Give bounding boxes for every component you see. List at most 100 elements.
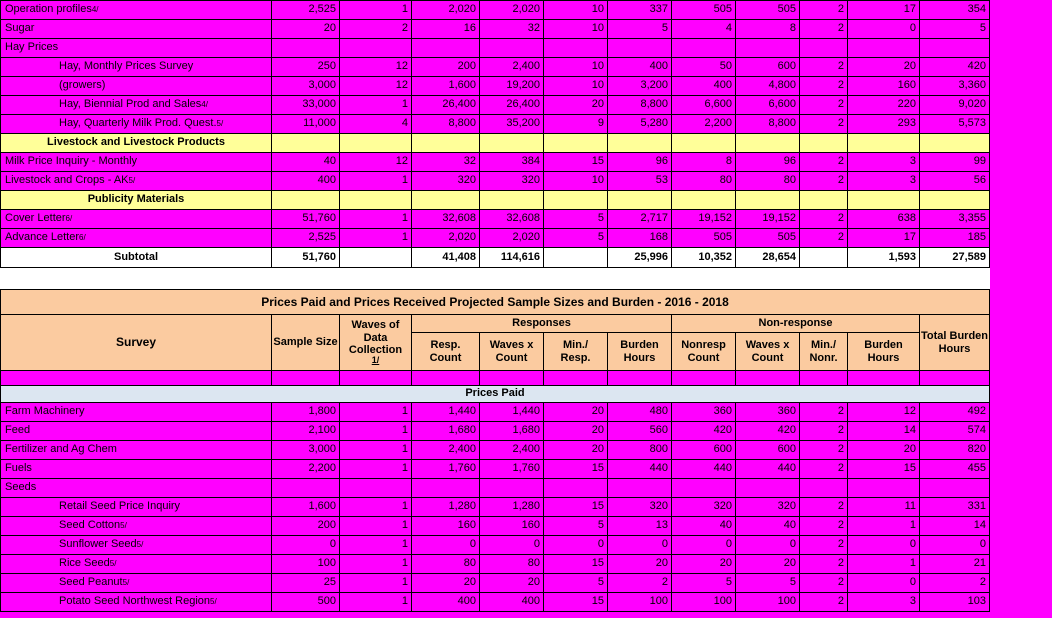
value-cell: 20 <box>412 574 480 593</box>
table-row: Advance Letter 6/2,525 1 2,020 2,020 5 168 505 5… <box>0 229 990 248</box>
footnote-marker: 5/ <box>120 521 127 530</box>
survey-label-cell: Seeds <box>0 479 272 498</box>
value-cell: 2 <box>800 422 848 441</box>
value-cell: 505 <box>672 229 736 248</box>
value-cell <box>608 39 672 58</box>
value-cell <box>544 134 608 153</box>
value-cell: 114,616 <box>480 248 544 268</box>
prices-table-title: Prices Paid and Prices Received Projecte… <box>0 290 990 315</box>
value-cell: 19,152 <box>736 210 800 229</box>
value-cell: 10 <box>544 58 608 77</box>
value-cell: 600 <box>736 441 800 460</box>
value-cell: 2 <box>800 574 848 593</box>
value-cell: 320 <box>480 172 544 191</box>
value-cell: 11 <box>848 498 920 517</box>
value-cell <box>340 39 412 58</box>
survey-label: Seed Cotton <box>59 519 121 532</box>
survey-label-cell: Rice Seed 5/ <box>0 555 272 574</box>
value-cell: 33,000 <box>272 96 340 115</box>
value-cell: 0 <box>848 536 920 555</box>
value-cell: 2 <box>920 574 990 593</box>
value-cell: 80 <box>412 555 480 574</box>
table-row: Hay, Quarterly Milk Prod. Quest. 5/11,000… <box>0 115 990 134</box>
survey-label-cell: Hay, Monthly Prices Survey <box>0 58 272 77</box>
value-cell <box>412 479 480 498</box>
value-cell <box>736 134 800 153</box>
value-cell: 2 <box>800 115 848 134</box>
value-cell <box>608 191 672 210</box>
value-cell <box>736 371 800 386</box>
survey-label-cell: Advance Letter 6/ <box>0 229 272 248</box>
value-cell: 1,440 <box>412 403 480 422</box>
value-cell: 3,355 <box>920 210 990 229</box>
value-cell: 20 <box>480 574 544 593</box>
survey-label-cell: Hay, Quarterly Milk Prod. Quest. 5/ <box>0 115 272 134</box>
value-cell: 99 <box>920 153 990 172</box>
prices-table-title-row: Prices Paid and Prices Received Projecte… <box>0 290 990 315</box>
survey-label: Retail Seed Price Inquiry <box>59 500 181 513</box>
value-cell: 20 <box>848 58 920 77</box>
value-cell: 10 <box>544 172 608 191</box>
value-cell: 400 <box>672 77 736 96</box>
value-cell: 20 <box>544 441 608 460</box>
value-cell: 1,760 <box>412 460 480 479</box>
survey-label-cell <box>0 371 272 386</box>
value-cell: 160 <box>412 517 480 536</box>
prices-table-header: Survey Sample Size Waves of Data Collect… <box>0 315 990 371</box>
value-cell <box>340 371 412 386</box>
value-cell: 1 <box>340 1 412 20</box>
value-cell: 6,600 <box>672 96 736 115</box>
value-cell: 160 <box>848 77 920 96</box>
table-row <box>0 371 990 386</box>
table-row: Potato Seed Northwest Region 5/500 1 400 400… <box>0 593 990 612</box>
header-responses-group: Responses Resp. Count Waves x Count Min.… <box>412 315 672 371</box>
survey-label-cell: Seed Peanut 5/ <box>0 574 272 593</box>
value-cell: 800 <box>608 441 672 460</box>
table-row: Livestock and Crops - AK 5/400 1 320 320 10 53… <box>0 172 990 191</box>
value-cell: 2 <box>800 536 848 555</box>
value-cell: 220 <box>848 96 920 115</box>
header-min-per-resp: Min./ Resp. <box>544 333 608 371</box>
value-cell: 320 <box>608 498 672 517</box>
value-cell: 293 <box>848 115 920 134</box>
table-row: Seed Peanut 5/25 1 20 20 5 2 5 5 2 0 2 <box>0 574 990 593</box>
footnote-marker: 5/ <box>136 540 144 549</box>
survey-label: Hay, Biennial Prod and Sales <box>59 98 202 111</box>
survey-label-cell: Potato Seed Northwest Region 5/ <box>0 593 272 612</box>
sheet-right-margin <box>990 0 1052 618</box>
value-cell: 3,000 <box>272 441 340 460</box>
header-total-burden-hours: Total Burden Hours <box>920 315 990 371</box>
value-cell: 1 <box>340 403 412 422</box>
survey-label: Hay, Monthly Prices Survey <box>59 60 194 73</box>
value-cell: 14 <box>920 517 990 536</box>
footnote-marker: 5/ <box>210 597 217 606</box>
header-nonresp-burden-hours: Burden Hours <box>848 333 920 371</box>
value-cell: 1,680 <box>412 422 480 441</box>
value-cell <box>544 248 608 268</box>
value-cell <box>340 134 412 153</box>
footnote-marker: 6/ <box>79 233 86 242</box>
header-nonresponse-subrow: Nonresp Count Waves x Count Min./ Nonr. … <box>672 333 920 371</box>
survey-label-cell: Operation profiles 4/ <box>0 1 272 20</box>
value-cell: 25,996 <box>608 248 672 268</box>
value-cell: 6,600 <box>736 96 800 115</box>
survey-label-cell: Seed Cotton 5/ <box>0 517 272 536</box>
value-cell <box>480 479 544 498</box>
table-row: Retail Seed Price Inquiry 1,600 1 1,280 1,28… <box>0 498 990 517</box>
survey-label: (growers) <box>59 79 106 92</box>
value-cell: 17 <box>848 229 920 248</box>
value-cell: 0 <box>672 536 736 555</box>
section-row: Publicity Materials <box>0 191 990 210</box>
value-cell <box>544 479 608 498</box>
value-cell: 1 <box>340 422 412 441</box>
value-cell: 1,800 <box>272 403 340 422</box>
value-cell: 1,440 <box>480 403 544 422</box>
value-cell: 420 <box>736 422 800 441</box>
value-cell <box>272 371 340 386</box>
value-cell: 32,608 <box>412 210 480 229</box>
value-cell <box>272 479 340 498</box>
value-cell <box>800 134 848 153</box>
value-cell: 2 <box>800 441 848 460</box>
value-cell: 2 <box>800 517 848 536</box>
value-cell: 400 <box>608 58 672 77</box>
